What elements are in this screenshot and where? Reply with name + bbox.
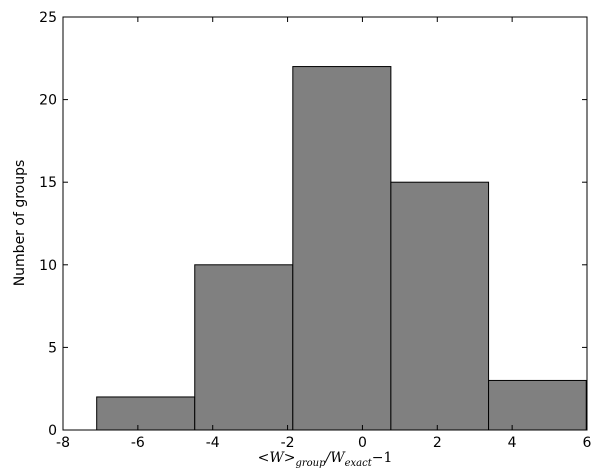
bar [194, 264, 294, 431]
x-tick-label: 6 [583, 435, 592, 451]
plot-frame [62, 16, 588, 431]
y-axis-label: Number of groups [12, 160, 28, 287]
x-tick-label: 2 [433, 435, 442, 451]
y-tick-label: 25 [39, 10, 57, 26]
x-label-part: exact [345, 458, 373, 469]
y-tick-label: 20 [39, 93, 57, 109]
bar [488, 379, 587, 431]
x-label-part: −1 [372, 450, 393, 466]
x-axis-label: <W>group/Wexact−1 [258, 450, 393, 469]
bar [292, 66, 392, 431]
x-label-part: /W [324, 450, 347, 466]
x-tick-label: -6 [131, 435, 145, 451]
x-tick-label: -8 [56, 435, 70, 451]
x-tick-label: -4 [206, 435, 220, 451]
x-label-part: <W> [258, 450, 296, 466]
x-tick-label: 0 [358, 435, 367, 451]
x-tick-label: -2 [281, 435, 295, 451]
y-tick-label: 0 [48, 423, 57, 439]
y-tick-label: 10 [39, 258, 57, 274]
x-tick-label: 4 [508, 435, 517, 451]
bar [96, 396, 196, 431]
x-label-part: group [295, 458, 326, 469]
y-tick-label: 15 [39, 175, 57, 191]
bar [390, 181, 490, 431]
y-tick-label: 5 [48, 340, 57, 356]
